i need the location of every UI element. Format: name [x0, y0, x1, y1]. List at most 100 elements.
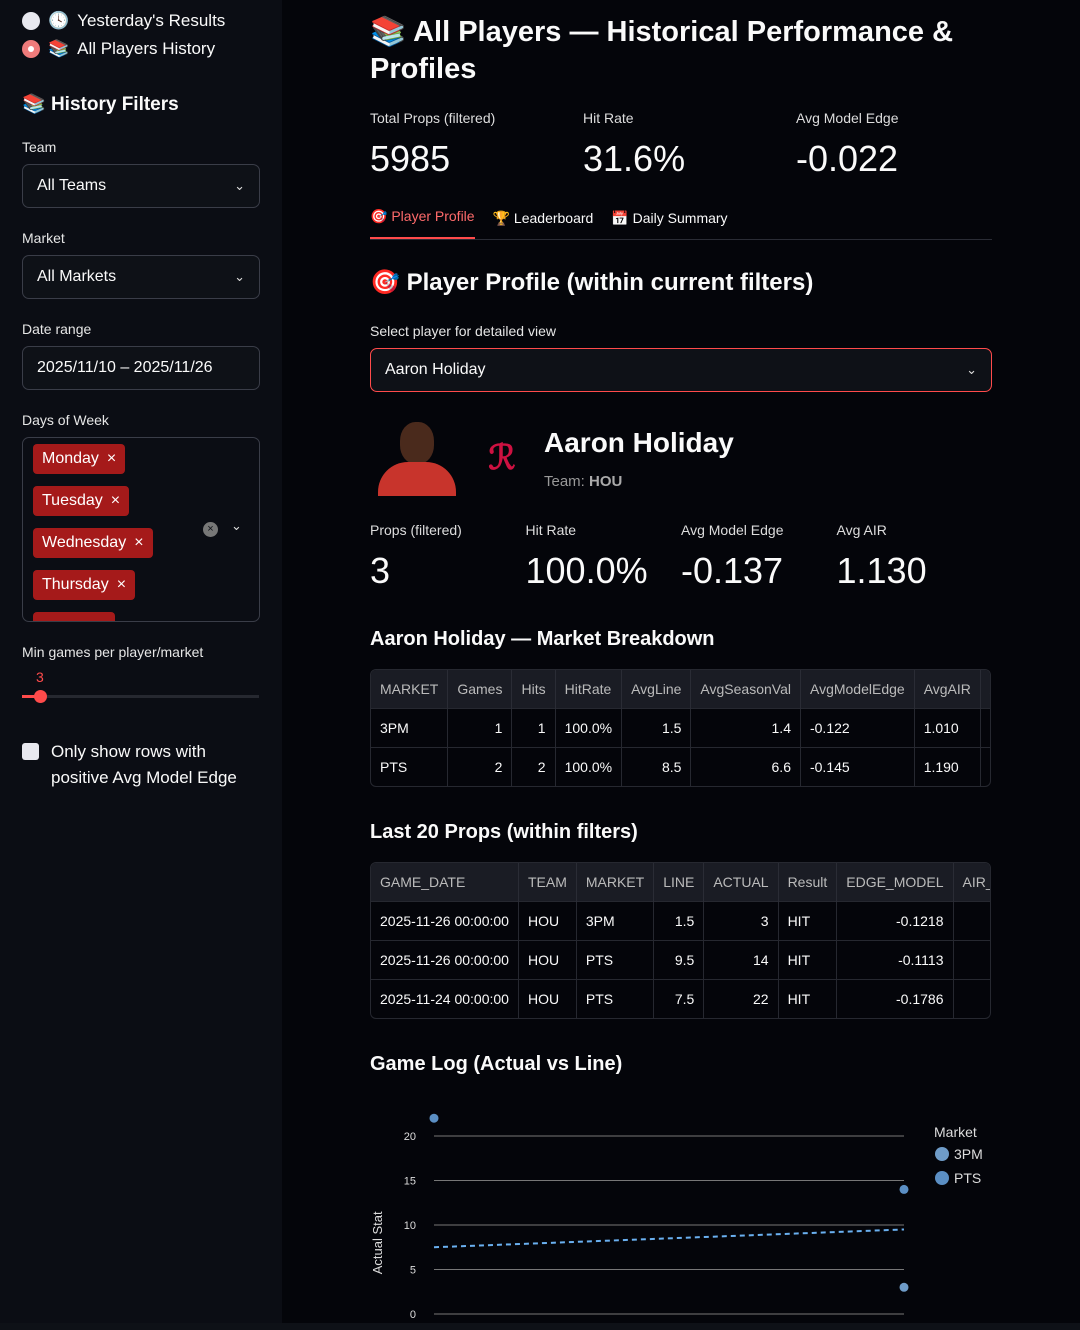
y-tick-label: 20 [404, 1131, 416, 1143]
positive-edge-label: Only show rows with positive Avg Model E… [51, 742, 237, 787]
column-header[interactable]: Games [447, 670, 513, 708]
legend-label[interactable]: 3PM [954, 1146, 983, 1162]
breakdown-title: Aaron Holiday — Market Breakdown [370, 628, 715, 650]
column-header[interactable]: ACTUAL [703, 863, 779, 901]
table-cell: 6.6 [690, 746, 801, 786]
table-cell: 2025-11-24 00:00:00 [371, 978, 519, 1018]
table-cell: 1 [953, 939, 990, 979]
chevron-down-icon: ⌄ [234, 178, 245, 193]
remove-icon[interactable]: × [134, 534, 144, 551]
checkbox-icon [22, 743, 39, 760]
column-header[interactable]: Hits [511, 670, 556, 708]
remove-icon[interactable]: × [106, 450, 117, 467]
y-tick-label: 5 [410, 1265, 416, 1277]
radio-selected-icon [22, 40, 40, 58]
table-cell: 8.5 [621, 746, 692, 786]
legend-title: Market [934, 1124, 977, 1140]
table-cell: HIT [778, 978, 838, 1018]
remove-icon[interactable]: × [110, 492, 121, 509]
tab-daily-summary[interactable]: 📅 Daily Summary [611, 210, 728, 226]
chevron-down-icon: ⌄ [234, 269, 245, 284]
table-cell: 1 [511, 707, 556, 747]
column-header[interactable]: MARKET [371, 670, 449, 708]
min-games-slider[interactable] [22, 687, 260, 705]
date-range-input[interactable]: 2025/11/10 – 2025/11/26 [22, 346, 260, 390]
sidebar: 🕓 Yesterday's Results 📚 All Players Histor… [0, 0, 282, 1323]
column-header[interactable]: AvgSeasonVal [690, 670, 801, 708]
nav-all-players-history[interactable]: 📚 All Players History [22, 35, 260, 63]
metric: Total Props (filtered) 5985 [370, 110, 583, 180]
radio-icon [22, 12, 40, 30]
table-cell: -0.1786 [836, 978, 954, 1018]
table-cell: 22 [703, 978, 779, 1018]
slider-handle[interactable] [34, 690, 47, 703]
team-select[interactable]: All Teams ⌄ [22, 164, 260, 208]
metric-label: Avg Model Edge [681, 522, 784, 538]
table-cell: 1 [953, 978, 990, 1018]
player-select[interactable]: Aaron Holiday ⌄ [370, 348, 992, 392]
legend-label[interactable]: PTS [954, 1170, 981, 1186]
table-cell: HOU [518, 978, 577, 1018]
table-cell: 1.190 [914, 746, 981, 786]
point-pts[interactable] [899, 1184, 909, 1194]
rockets-logo: ℛ [488, 440, 516, 477]
metric-value: 1.130 [836, 550, 927, 591]
table-cell: 2025-11-26 00:00:00 [371, 900, 519, 940]
table-cell: 1.5 [653, 900, 705, 940]
date-range-value: 2025/11/10 – 2025/11/26 [37, 359, 213, 376]
line-series [433, 1228, 905, 1249]
days-multiselect[interactable]: Monday × Tuesday × Wednesday × Thursday × × ⌄ [22, 437, 260, 622]
column-header[interactable]: Result [778, 863, 838, 901]
column-header[interactable]: MARKET [576, 863, 655, 901]
column-header[interactable]: EDGE_MODEL [836, 863, 954, 901]
remove-icon[interactable]: × [116, 576, 127, 593]
clear-icon[interactable]: × [203, 522, 218, 537]
metric-label: Avg AIR [836, 522, 887, 538]
filters-title: 📚 History Filters [22, 94, 179, 115]
y-tick-label: 15 [404, 1176, 416, 1188]
table-cell: PTS [371, 746, 449, 786]
date-range-label: Date range [22, 321, 92, 337]
nav-yesterdays-results[interactable]: 🕓 Yesterday's Results [22, 7, 260, 35]
positive-edge-checkbox[interactable]: Only show rows with positive Avg Model E… [22, 739, 260, 791]
day-tag: Monday × [33, 444, 126, 474]
tab-player-profile[interactable]: 🎯 Player Profile [370, 208, 475, 239]
min-games-label: Min games per player/market [22, 644, 204, 660]
table-cell: 1.010 [914, 707, 981, 747]
point-3pm[interactable] [899, 1282, 909, 1292]
table-cell: 2 [511, 746, 556, 786]
column-header[interactable]: AvgAIR [914, 670, 981, 708]
column-header[interactable]: TEAM [518, 863, 577, 901]
player-metric: Hit Rate 100.0% [526, 522, 682, 592]
column-header[interactable]: A [980, 670, 990, 708]
calendar-icon: 📅 [611, 210, 633, 226]
table-cell: 3PM [576, 900, 655, 940]
chevron-down-icon[interactable]: ⌄ [231, 518, 242, 533]
table-row: 2025-11-26 00:00:00 HOU PTS 9.5 14 HIT -0.1113… [371, 939, 990, 979]
table-cell: -0.1218 [836, 900, 954, 940]
player-metric: Avg Model Edge -0.137 [681, 522, 837, 592]
breakdown-table[interactable]: MARKET Games Hits HitRate AvgLine AvgSeasonVa… [370, 669, 991, 787]
table-cell: 1.5 [621, 707, 692, 747]
metric-label: Hit Rate [583, 110, 634, 126]
header-row: MARKET Games Hits HitRate AvgLine AvgSeasonVa… [371, 670, 990, 708]
tab-leaderboard[interactable]: 🏆 Leaderboard [492, 210, 594, 226]
legend-marker [935, 1171, 949, 1185]
column-header[interactable]: GAME_DATE [371, 863, 519, 901]
column-header[interactable]: LINE [653, 863, 705, 901]
column-header[interactable]: AvgLine [621, 670, 692, 708]
day-tag: Tuesday × [33, 486, 130, 516]
last20-table[interactable]: GAME_DATE TEAM MARKET LINE ACTUAL Result EDGE_… [370, 862, 991, 1019]
market-select[interactable]: All Markets ⌄ [22, 255, 260, 299]
column-header[interactable]: AIR_SC [953, 863, 990, 901]
profile-title: 🎯 Player Profile (within current filters… [370, 269, 814, 296]
point-pts[interactable] [429, 1113, 439, 1123]
table-row: 2025-11-24 00:00:00 HOU PTS 7.5 22 HIT -0.1786… [371, 978, 990, 1018]
column-header[interactable]: HitRate [555, 670, 623, 708]
metric-value: -0.022 [796, 138, 899, 179]
table-cell: N [980, 707, 990, 747]
column-header[interactable]: AvgModelEdge [800, 670, 915, 708]
target-icon: 🎯 [370, 269, 400, 296]
